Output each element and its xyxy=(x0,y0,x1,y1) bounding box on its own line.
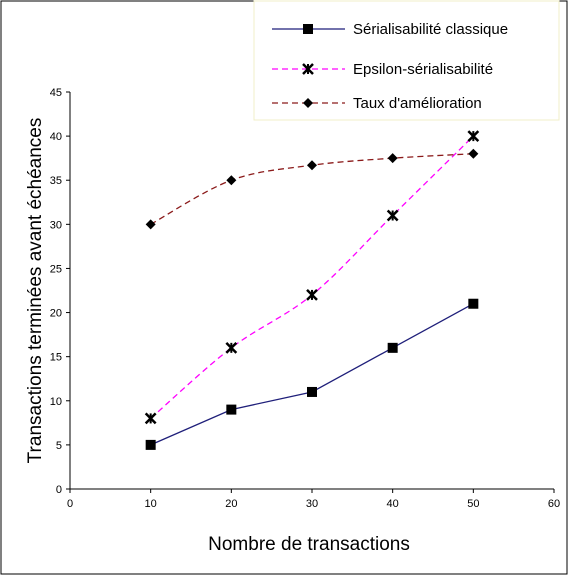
data-point xyxy=(307,386,317,397)
y-tick-label: 15 xyxy=(50,352,62,364)
legend-marker xyxy=(303,98,313,108)
y-tick-label: 5 xyxy=(56,440,62,452)
data-point xyxy=(468,298,479,309)
y-tick-label: 0 xyxy=(56,484,62,496)
legend-label: Taux d'amélioration xyxy=(353,95,482,112)
legend-label: Sérialisabilité classique xyxy=(353,21,508,38)
x-tick-label: 10 xyxy=(145,498,157,510)
x-axis-title: Nombre de transactions xyxy=(208,534,410,555)
legend: Sérialisabilité classique Epsilon-sériali… xyxy=(253,0,560,121)
data-point xyxy=(467,130,480,142)
y-tick-label: 10 xyxy=(50,396,62,408)
x-tick-label: 0 xyxy=(67,498,73,510)
data-point xyxy=(387,342,398,353)
x-tick-label: 60 xyxy=(548,498,560,510)
legend-box xyxy=(253,0,560,121)
x-tick-label: 20 xyxy=(225,498,237,510)
data-point xyxy=(145,439,156,450)
x-tick-label: 40 xyxy=(387,498,399,510)
data-point xyxy=(306,289,318,301)
data-point xyxy=(225,341,238,354)
legend-marker xyxy=(302,63,314,75)
data-point xyxy=(145,219,156,230)
x-tick-label: 30 xyxy=(306,498,318,510)
y-axis-title: Transactions terminées avant échéances xyxy=(25,118,46,464)
data-point xyxy=(226,404,237,415)
data-point xyxy=(307,160,317,171)
y-tick-label: 20 xyxy=(50,308,62,320)
y-tick-label: 45 xyxy=(50,87,62,99)
y-tick-label: 35 xyxy=(50,175,62,187)
y-tick-label: 30 xyxy=(50,219,62,231)
data-point xyxy=(226,175,237,186)
data-point xyxy=(387,153,398,164)
y-tick-label: 40 xyxy=(50,131,62,143)
plot-area: 0 5 10 15 20 25 30 35 40 45 0 10 20 30 40 50 60 Nombre de… xyxy=(25,87,560,555)
data-point xyxy=(386,209,399,222)
legend-marker xyxy=(303,24,313,34)
x-tick-label: 50 xyxy=(467,498,479,510)
legend-label: Epsilon-sérialisabilité xyxy=(353,61,493,78)
y-tick-label: 25 xyxy=(50,263,62,275)
data-point xyxy=(468,148,479,159)
data-point xyxy=(144,412,157,425)
